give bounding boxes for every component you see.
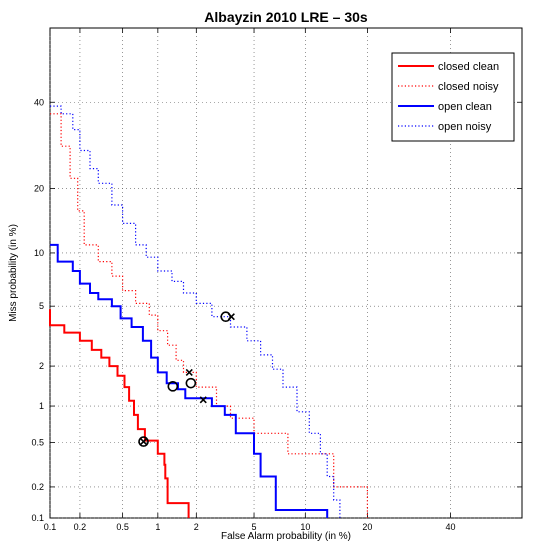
y-tick-label: 0.2 [31,482,44,492]
y-tick-label: 20 [34,183,44,193]
x-axis-label: False Alarm probability (in %) [221,531,351,542]
x-tick-label: 0.2 [74,522,87,532]
series-lines [49,105,368,518]
y-tick-label: 5 [39,301,44,311]
legend-label-closed-clean: closed clean [438,61,499,73]
y-tick-label: 0.1 [31,513,44,523]
tick-labels: 0.1 0.2 0.5 1 2 5 10 20 40 0.1 0.2 0.5 1 2 5 10 20 40 [31,97,455,532]
x-tick-label: 1 [155,522,160,532]
eer-marker-closed-noisy [185,368,193,376]
x-tick-label: 10 [300,522,310,532]
eer-marker-open-noisy [227,313,235,321]
x-tick-label: 0.5 [116,522,129,532]
series-line-closed-clean [49,309,190,518]
y-tick-label: 0.5 [31,438,44,448]
dcf-marker-closed-clean [138,436,149,447]
x-tick-label: 0.1 [44,522,57,532]
dcf-marker-open-clean [167,381,179,392]
y-tick-label: 10 [34,248,44,258]
x-tick-label: 20 [362,522,372,532]
series-line-open-noisy [50,105,341,518]
legend: closed clean closed noisy open clean open n… [391,52,515,142]
y-tick-label: 1 [39,401,44,411]
x-tick-label: 2 [194,522,199,532]
legend-label-open-clean: open clean [438,101,492,113]
y-tick-label: 2 [39,361,44,371]
eer-marker-open-clean [199,396,207,404]
legend-label-open-noisy: open noisy [438,121,492,133]
legend-label-closed-noisy: closed noisy [438,81,499,93]
series-line-open-clean [50,243,329,518]
y-tick-label: 40 [34,97,44,107]
dcf-marker-closed-noisy [185,377,197,389]
eer-marker-closed-clean [139,438,148,446]
chart-title: Albayzin 2010 LRE – 30s [204,9,368,25]
operating-point-markers [138,311,235,447]
y-axis-label: Miss probability (in %) [8,224,19,322]
series-line-closed-noisy [50,113,368,518]
x-tick-label: 5 [252,522,257,532]
x-tick-label: 40 [445,522,455,532]
